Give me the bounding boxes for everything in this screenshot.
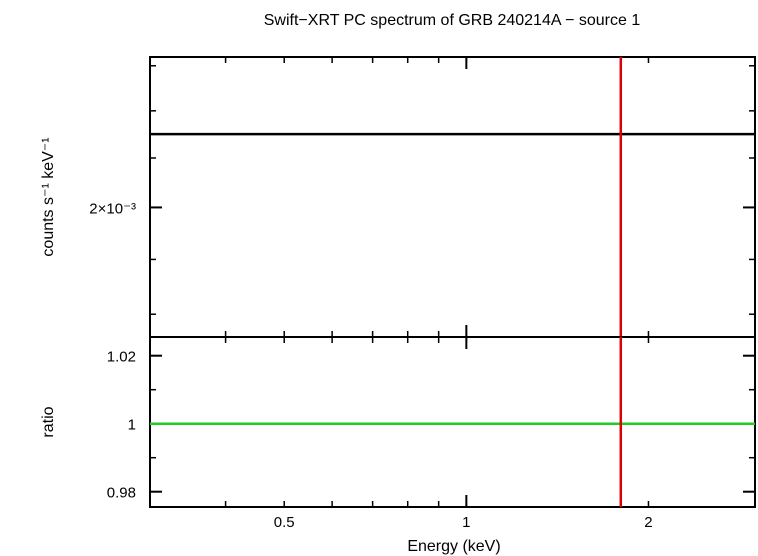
x-tick-label: 2 [644, 514, 652, 531]
ratio-y-tick-label: 0.98 [107, 485, 136, 502]
spectrum-panel: 2×10⁻³ [89, 56, 756, 338]
chart-title: Swift−XRT PC spectrum of GRB 240214A − s… [264, 12, 641, 29]
ratio-panel: 0.5 1 2 0.98 1 1.02 [107, 336, 756, 531]
spectrum-y-axis-label: counts s⁻¹ keV⁻¹ [40, 137, 57, 256]
x-tick-label: 1 [462, 514, 470, 531]
spectrum-y-tick-label: 2×10⁻³ [89, 200, 136, 217]
ratio-frame [149, 336, 756, 508]
spectrum-frame [149, 56, 756, 338]
x-tick-label: 0.5 [274, 514, 295, 531]
ratio-y-tick-label: 1 [128, 417, 136, 434]
ratio-y-axis-label: ratio [40, 406, 57, 437]
ratio-y-tick-label: 1.02 [107, 349, 136, 366]
x-axis-label: Energy (keV) [407, 538, 500, 555]
